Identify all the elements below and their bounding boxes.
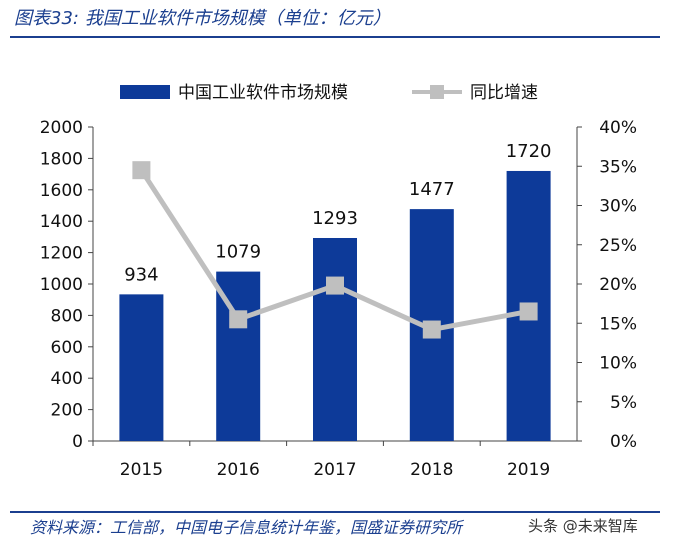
growth-line xyxy=(132,161,538,339)
right-tick-label: 20% xyxy=(599,275,637,295)
bar-value-label: 934 xyxy=(124,264,158,285)
figure-title: 图表33: 我国工业软件市场规模（单位：亿元） xyxy=(14,8,391,29)
growth-point-2017 xyxy=(326,276,344,295)
right-tick-label: 30% xyxy=(599,197,637,217)
watermark: 头条 @未来智库 xyxy=(522,513,644,538)
legend-line-label: 同比增速 xyxy=(470,83,538,103)
source-note: 资料来源：工信部，中国电子信息统计年鉴，国盛证券研究所 xyxy=(30,518,463,537)
right-tick-label: 5% xyxy=(610,393,637,413)
chart: 中国工业软件市场规模 同比增速 0 200 400 600 800 1000 1200 140… xyxy=(40,83,637,480)
left-tick-label: 400 xyxy=(51,369,83,389)
growth-point-2015 xyxy=(132,161,151,180)
data-labels: 934 1079 1293 1477 1720 xyxy=(124,141,551,285)
right-tick-label: 40% xyxy=(599,118,637,138)
left-tick-label: 0 xyxy=(72,432,83,452)
bar-value-label: 1293 xyxy=(312,208,358,229)
growth-point-2019 xyxy=(519,302,538,321)
right-tick-label: 0% xyxy=(610,432,637,452)
left-tick-label: 800 xyxy=(51,306,83,326)
x-tick-label: 2015 xyxy=(120,460,163,480)
source-rule xyxy=(10,511,660,513)
left-tick-label: 1000 xyxy=(40,275,83,295)
bar-value-label: 1477 xyxy=(409,179,455,200)
left-tick-label: 600 xyxy=(51,338,83,358)
axes: 0 200 400 600 800 1000 1200 1400 1600 1800 2000 0% 5… xyxy=(40,118,637,480)
bar-2015 xyxy=(119,294,164,441)
left-tick-label: 1400 xyxy=(40,212,83,232)
x-tick-label: 2016 xyxy=(217,460,260,480)
legend-bar-label: 中国工业软件市场规模 xyxy=(178,83,348,103)
growth-point-2018 xyxy=(422,320,441,339)
right-tick-label: 25% xyxy=(599,236,637,256)
left-tick-label: 1200 xyxy=(40,244,83,264)
left-tick-label: 1800 xyxy=(40,149,83,169)
legend-line-marker xyxy=(430,85,444,99)
left-tick-label: 2000 xyxy=(40,118,83,138)
x-tick-label: 2017 xyxy=(313,460,356,480)
bar-2017 xyxy=(313,237,357,441)
growth-point-2016 xyxy=(229,310,248,329)
right-tick-label: 15% xyxy=(599,314,637,334)
x-tick-label: 2018 xyxy=(410,460,453,480)
left-tick-label: 200 xyxy=(51,401,83,421)
right-tick-label: 35% xyxy=(599,157,637,177)
left-tick-label: 1600 xyxy=(40,181,83,201)
bar-value-label: 1079 xyxy=(215,242,261,263)
x-tick-label: 2019 xyxy=(507,460,550,480)
title-rule xyxy=(10,36,660,38)
legend: 中国工业软件市场规模 同比增速 xyxy=(120,83,538,103)
right-tick-label: 10% xyxy=(599,354,637,374)
legend-bar-swatch xyxy=(120,85,170,99)
bar-value-label: 1720 xyxy=(506,141,552,162)
